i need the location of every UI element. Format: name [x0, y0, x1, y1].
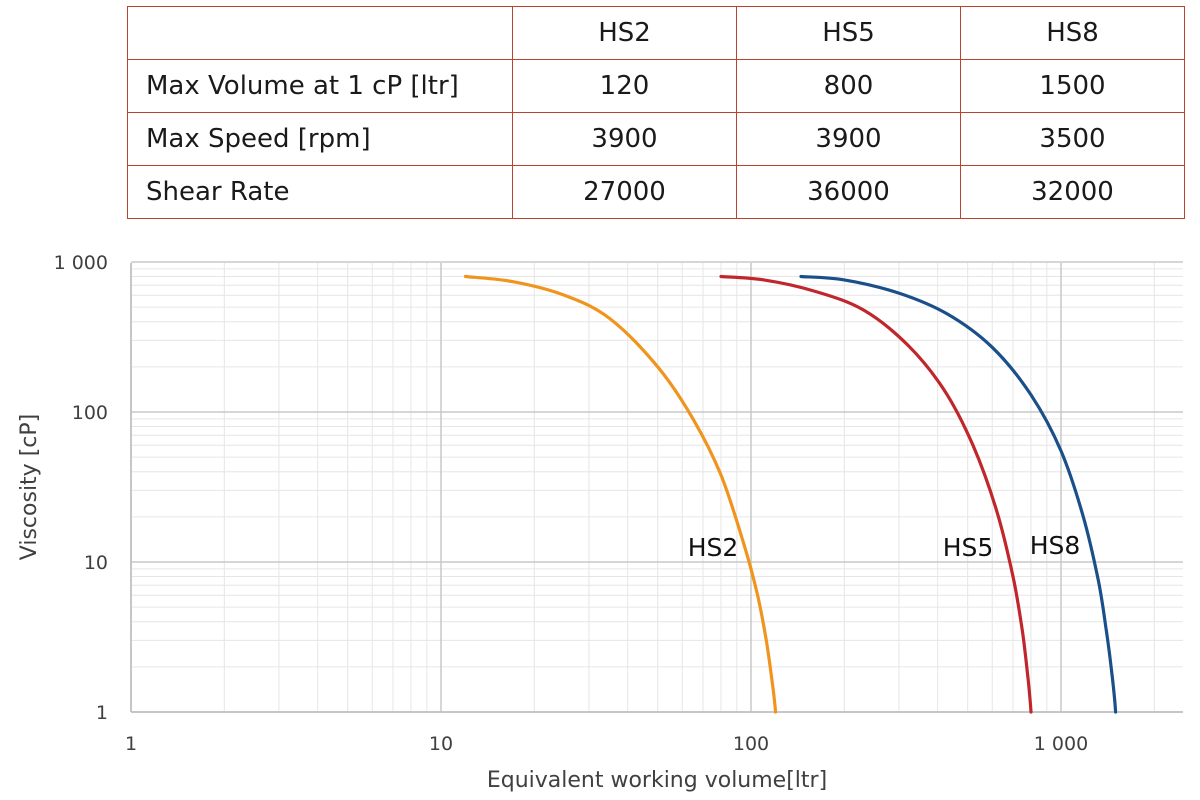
curve-label-hs2: HS2 — [688, 533, 739, 562]
table-row: Max Volume at 1 cP [ltr] 120 800 1500 — [127, 59, 1185, 113]
minor-gridlines — [131, 263, 1183, 712]
table-header-hs8: HS8 — [960, 6, 1185, 60]
table-cell: 3900 — [512, 112, 737, 166]
table-row: Shear Rate 27000 36000 32000 — [127, 165, 1185, 219]
x-tick-label: 10 — [429, 733, 453, 755]
table-cell: 27000 — [512, 165, 737, 219]
row-label-max-volume: Max Volume at 1 cP [ltr] — [127, 59, 513, 113]
table-header-empty — [127, 6, 513, 60]
row-label-max-speed: Max Speed [rpm] — [127, 112, 513, 166]
table-cell: 3500 — [960, 112, 1185, 166]
curve-labels: HS2 HS5 HS8 — [688, 531, 1081, 562]
x-tick-label: 100 — [733, 733, 769, 755]
table-cell: 800 — [736, 59, 961, 113]
table-row: Max Speed [rpm] 3900 3900 3500 — [127, 112, 1185, 166]
x-axis-title: Equivalent working volume[ltr] — [487, 768, 827, 793]
x-tick-label: 1 000 — [1034, 733, 1088, 755]
series-line-hs2 — [463, 274, 778, 714]
spec-table: HS2 HS5 HS8 Max Volume at 1 cP [ltr] 120… — [127, 6, 1185, 219]
y-tick-label: 1 000 — [54, 252, 108, 274]
tick-labels: 1 10 100 1 000 1 10 100 1 000 — [54, 252, 1089, 755]
table-cell: 36000 — [736, 165, 961, 219]
y-axis-title: Viscosity [cP] — [17, 414, 42, 560]
table-cell: 1500 — [960, 59, 1185, 113]
row-label-shear-rate: Shear Rate — [127, 165, 513, 219]
y-tick-label: 1 — [96, 702, 108, 724]
series-line-hs5 — [719, 274, 1033, 714]
series-line-hs8 — [799, 274, 1118, 714]
table-cell: 32000 — [960, 165, 1185, 219]
y-tick-label: 100 — [72, 402, 108, 424]
y-tick-label: 10 — [84, 552, 108, 574]
curve-label-hs5: HS5 — [943, 533, 994, 562]
curve-label-hs8: HS8 — [1030, 531, 1081, 560]
x-tick-label: 1 — [125, 733, 137, 755]
table-cell: 120 — [512, 59, 737, 113]
chart-axes — [130, 263, 1183, 713]
series-layer — [463, 274, 1118, 714]
